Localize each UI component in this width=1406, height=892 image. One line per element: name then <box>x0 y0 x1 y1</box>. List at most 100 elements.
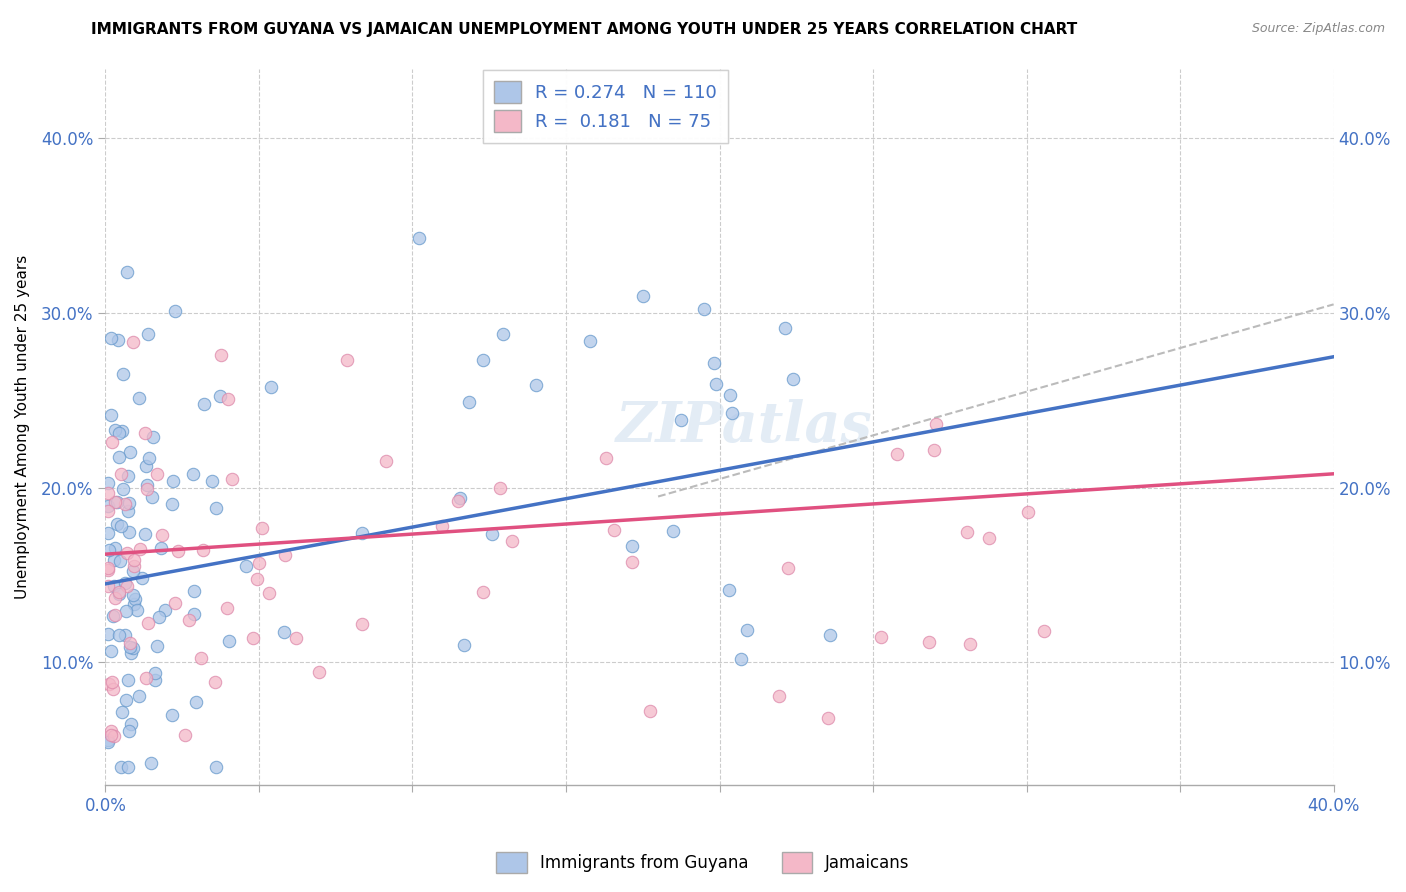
Point <box>121 640 143 655</box>
Point <box>146 467 169 482</box>
Point <box>97 486 120 500</box>
Point <box>150 541 173 555</box>
Point <box>152 528 174 542</box>
Point <box>181 467 204 482</box>
Point <box>471 585 494 599</box>
Text: ZIPatlas: ZIPatlas <box>616 399 873 454</box>
Point <box>217 392 239 406</box>
Point <box>117 504 139 518</box>
Point <box>110 467 132 482</box>
Point <box>104 591 127 606</box>
Point <box>107 425 129 440</box>
Point <box>104 608 127 623</box>
Point <box>136 327 159 342</box>
Point <box>183 583 205 598</box>
Point <box>105 495 128 509</box>
Point <box>108 628 131 642</box>
Point <box>430 519 453 533</box>
Point <box>870 631 893 645</box>
Point <box>117 469 139 483</box>
Point <box>782 371 804 385</box>
Point <box>115 604 138 618</box>
Point <box>274 549 297 563</box>
Point <box>107 333 129 347</box>
Point <box>118 635 141 649</box>
Point <box>408 230 430 244</box>
Point <box>621 555 644 569</box>
Point <box>775 320 797 334</box>
Point <box>117 545 139 559</box>
Point <box>235 559 257 574</box>
Point <box>163 596 186 610</box>
Point <box>104 494 127 508</box>
Point <box>100 330 122 344</box>
Point <box>139 756 162 770</box>
Point <box>103 579 125 593</box>
Point <box>167 544 190 558</box>
Point <box>735 624 758 638</box>
Point <box>129 542 152 557</box>
Point <box>135 671 157 685</box>
Point <box>100 409 122 423</box>
Point <box>134 425 156 440</box>
Point <box>579 334 602 348</box>
Point <box>110 518 132 533</box>
Point <box>145 639 167 653</box>
Point <box>142 430 165 444</box>
Point <box>100 675 122 690</box>
Point <box>114 497 136 511</box>
Point <box>242 632 264 646</box>
Text: IMMIGRANTS FROM GUYANA VS JAMAICAN UNEMPLOYMENT AMONG YOUTH UNDER 25 YEARS CORRE: IMMIGRANTS FROM GUYANA VS JAMAICAN UNEMP… <box>91 22 1077 37</box>
Point <box>492 326 515 341</box>
Point <box>108 450 131 464</box>
Point <box>120 716 142 731</box>
Point <box>718 583 741 598</box>
Point <box>97 677 120 691</box>
Point <box>204 675 226 690</box>
Point <box>101 435 124 450</box>
Point <box>776 560 799 574</box>
Point <box>100 723 122 738</box>
Point <box>205 500 228 515</box>
Point <box>122 598 145 612</box>
Point <box>308 665 330 680</box>
Legend: R = 0.274   N = 110, R =  0.181   N = 75: R = 0.274 N = 110, R = 0.181 N = 75 <box>482 70 728 144</box>
Point <box>190 651 212 665</box>
Point <box>979 531 1001 545</box>
Point <box>204 760 226 774</box>
Point <box>121 588 143 602</box>
Point <box>489 482 512 496</box>
Point <box>112 368 135 382</box>
Point <box>138 451 160 466</box>
Point <box>174 728 197 742</box>
Point <box>662 524 685 538</box>
Point <box>768 689 790 703</box>
Point <box>706 376 728 391</box>
Point <box>638 704 661 718</box>
Point <box>703 355 725 369</box>
Point <box>135 459 157 474</box>
Text: Source: ZipAtlas.com: Source: ZipAtlas.com <box>1251 22 1385 36</box>
Point <box>221 472 243 486</box>
Point <box>97 503 120 517</box>
Point <box>101 608 124 623</box>
Point <box>959 637 981 651</box>
Point <box>117 673 139 687</box>
Point <box>97 525 120 540</box>
Point <box>252 521 274 535</box>
Point <box>97 735 120 749</box>
Point <box>693 301 716 316</box>
Point <box>114 693 136 707</box>
Point <box>1033 624 1056 638</box>
Point <box>148 610 170 624</box>
Point <box>260 380 283 394</box>
Point <box>103 729 125 743</box>
Point <box>201 474 224 488</box>
Point <box>191 543 214 558</box>
Point <box>131 571 153 585</box>
Point <box>128 391 150 405</box>
Point <box>97 564 120 578</box>
Point <box>104 424 127 438</box>
Point <box>160 708 183 723</box>
Point <box>97 499 120 513</box>
